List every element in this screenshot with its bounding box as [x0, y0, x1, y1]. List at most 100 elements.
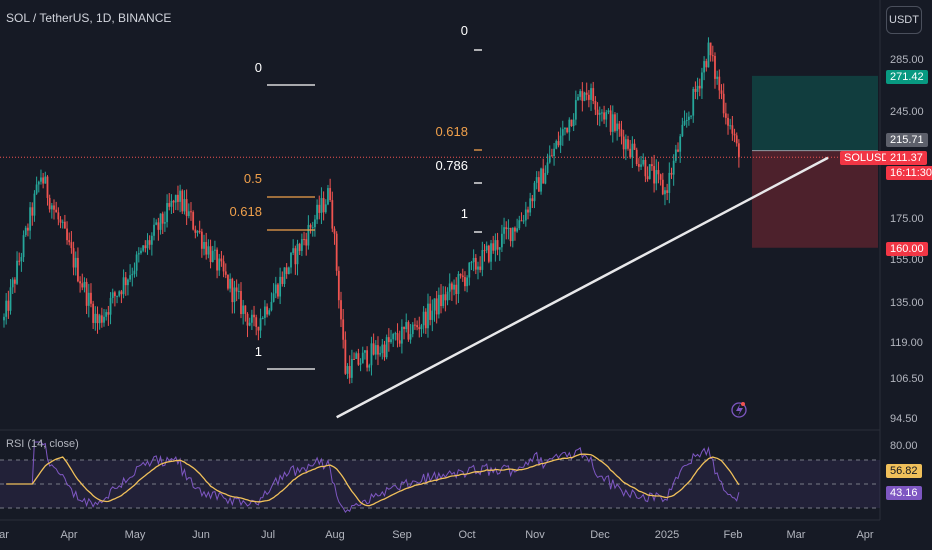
candle-body — [559, 135, 562, 146]
candle-body — [407, 322, 410, 340]
fib-right-level-0: 0 — [460, 23, 468, 38]
candle-body — [522, 220, 525, 222]
candle-body — [366, 350, 368, 368]
candle-body — [737, 143, 740, 158]
candle-body — [509, 227, 512, 242]
candle-body — [622, 136, 625, 150]
candle-body — [357, 353, 360, 365]
candle-body — [644, 159, 647, 177]
candle-body — [274, 284, 277, 294]
candle-body — [248, 322, 251, 326]
candle-body — [146, 240, 149, 249]
time-axis-label: Feb — [723, 529, 743, 541]
time-axis-label: Sep — [392, 529, 412, 541]
candle-body — [174, 194, 177, 203]
candle-body — [246, 313, 249, 326]
candle-body — [544, 172, 547, 184]
candle-body — [229, 278, 232, 289]
candle-body — [435, 298, 438, 315]
candle-body — [327, 188, 329, 205]
candle-body — [616, 123, 619, 131]
candle-body — [703, 61, 706, 73]
candle-body — [133, 270, 136, 275]
candle-body — [170, 200, 173, 207]
candle-body — [48, 197, 51, 210]
candle-body — [242, 305, 245, 315]
candle-body — [322, 198, 325, 213]
candle-body — [329, 188, 332, 201]
candle-body — [364, 350, 366, 353]
candle-body — [29, 207, 31, 231]
rsi-ma-line — [6, 453, 740, 507]
candle-body — [581, 91, 584, 101]
candle-body — [596, 109, 599, 115]
time-axis-label: Jul — [260, 529, 276, 541]
candle-body — [46, 176, 49, 198]
candle-body — [61, 221, 64, 223]
candle-body — [222, 261, 225, 272]
candle-body — [140, 250, 142, 254]
time-axis-label: Nov — [525, 529, 545, 541]
candle-body — [624, 139, 627, 150]
candle-body — [548, 155, 551, 163]
candle-body — [457, 274, 460, 294]
candle-body — [194, 229, 197, 233]
candle-body — [333, 228, 336, 234]
candle-body — [244, 305, 247, 314]
candle-body — [520, 220, 523, 222]
candle-body — [511, 227, 514, 242]
candle-body — [344, 339, 347, 374]
candle-body — [542, 168, 545, 184]
candle-body — [664, 190, 666, 195]
candle-body — [109, 297, 112, 315]
candle-body — [300, 239, 303, 251]
candle-body — [701, 72, 703, 89]
candle-body — [111, 292, 114, 298]
currency-button[interactable]: USDT — [886, 6, 922, 34]
candle-body — [729, 125, 732, 127]
candle-body — [211, 250, 214, 263]
candle-body — [185, 199, 188, 217]
candle-body — [81, 283, 84, 288]
time-axis-label: Dec — [590, 529, 610, 541]
candle-body — [307, 224, 310, 246]
candle-body — [724, 113, 727, 118]
candle-body — [72, 248, 75, 268]
candle-body — [583, 92, 586, 101]
candle-body — [309, 224, 312, 228]
candle-body — [651, 164, 653, 167]
candle-body — [227, 274, 229, 289]
time-axis-label: Apr — [60, 529, 78, 541]
candle-body — [605, 112, 608, 120]
time-axis-label: Mar — [786, 529, 806, 541]
candle-body — [657, 170, 660, 175]
rsi-value-tag: 43.16 — [886, 486, 922, 500]
candle-body — [348, 366, 351, 378]
candle-body — [414, 324, 416, 326]
candle-body — [711, 55, 714, 57]
candle-body — [461, 275, 464, 278]
candle-body — [642, 159, 645, 165]
candle-body — [464, 277, 466, 287]
rsi-axis-label: 80.00 — [890, 440, 918, 452]
candle-body — [400, 326, 403, 344]
candle-body — [163, 222, 166, 224]
candle-body — [646, 176, 649, 180]
candle-body — [214, 249, 216, 251]
candle-body — [118, 291, 121, 296]
candle-body — [709, 42, 712, 56]
candle-body — [501, 233, 503, 248]
fib-left-level-0.5: 0.5 — [243, 171, 262, 186]
candle-body — [518, 220, 521, 229]
candle-body — [235, 287, 238, 292]
candle-body — [3, 316, 5, 321]
candle-body — [574, 100, 577, 120]
candle-body — [94, 313, 97, 323]
candle-body — [668, 172, 671, 193]
candle-body — [261, 317, 264, 319]
candle-body — [670, 172, 673, 175]
candle-body — [272, 293, 275, 302]
candle-body — [196, 230, 199, 233]
